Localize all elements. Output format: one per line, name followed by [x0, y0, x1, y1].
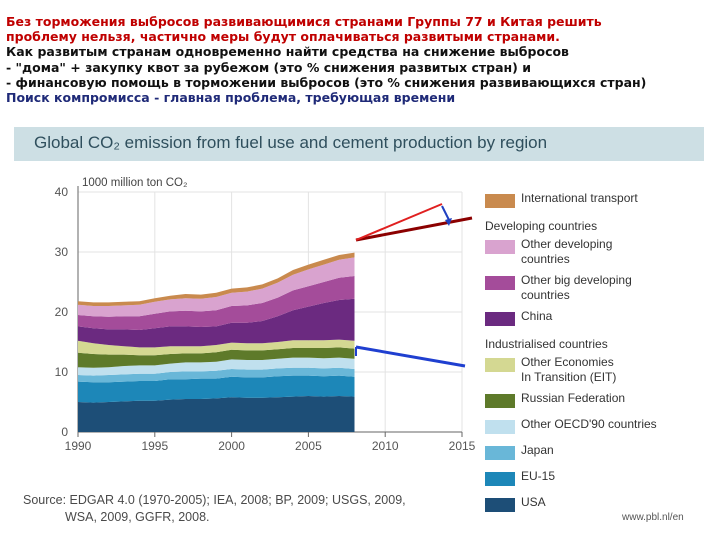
- legend-swatch: [485, 240, 515, 254]
- y-tick-label: 20: [55, 305, 69, 319]
- x-tick-label: 1995: [141, 439, 168, 453]
- annotation-arrow: [355, 216, 473, 242]
- legend-item: EU-15: [485, 468, 715, 494]
- legend-swatch: [485, 194, 515, 208]
- legend-label: Russian Federation: [521, 391, 626, 405]
- area-series: [78, 257, 355, 317]
- slide-text: Без торможения выбросов развивающимися с…: [6, 14, 716, 105]
- legend-group-header: Industrialised countries: [485, 337, 608, 351]
- legend-swatch: [485, 498, 515, 512]
- legend-swatch: [485, 394, 515, 408]
- legend-item: Russian Federation: [485, 390, 715, 416]
- y-tick-label: 30: [55, 245, 69, 259]
- legend-swatch: [485, 312, 515, 326]
- area-series: [78, 367, 355, 383]
- source-note: Source: EDGAR 4.0 (1970-2005); IEA, 2008…: [23, 492, 406, 526]
- legend-group-header: Developing countries: [485, 219, 598, 233]
- annotation-arrowhead: [445, 218, 452, 226]
- legend-item: Other OECD'90 countries: [485, 416, 715, 442]
- legend-swatch: [485, 358, 515, 372]
- y-tick-label: 10: [55, 365, 69, 379]
- unit-label: 1000 million ton CO₂: [82, 177, 187, 189]
- slide-line: Как развитым странам одновременно найти …: [6, 44, 569, 60]
- annotation-arrow: [355, 203, 443, 241]
- chart-title: Global CO₂ emission from fuel use and ce…: [34, 133, 548, 152]
- legend-item: Other big developing countries: [485, 272, 715, 308]
- y-tick-label: 40: [55, 185, 69, 199]
- source-url: www.pbl.nl/en: [622, 512, 684, 523]
- legend-swatch: [485, 420, 515, 434]
- y-tick-label: 0: [61, 425, 68, 439]
- x-tick-label: 2010: [372, 439, 399, 453]
- source-line: Source: EDGAR 4.0 (1970-2005); IEA, 2008…: [23, 493, 406, 507]
- legend-label: Other big developing countries: [521, 273, 632, 302]
- legend-label: Other Economies In Transition (EIT): [521, 355, 617, 384]
- legend-label: Japan: [521, 443, 554, 457]
- x-tick-label: 2000: [218, 439, 245, 453]
- area-series: [78, 347, 355, 368]
- area-series: [78, 396, 355, 432]
- area-series: [78, 339, 355, 356]
- legend-item: China: [485, 308, 715, 334]
- annotation-arrow: [355, 345, 466, 368]
- chart-legend: International transport Developing countr…: [485, 190, 715, 520]
- area-series: [78, 298, 355, 348]
- slide-line: - "дома" + закупку квот за рубежом (это …: [6, 59, 532, 75]
- legend-item: Other Economies In Transition (EIT): [485, 354, 715, 390]
- legend-label: China: [521, 309, 553, 323]
- chart-figure: Global CO₂ emission from fuel use and ce…: [0, 120, 720, 540]
- slide-line: Без торможения выбросов развивающимися с…: [6, 14, 602, 29]
- slide-line: проблему нельзя, частично меры будут опл…: [6, 29, 560, 45]
- legend-item: Other developing countries: [485, 236, 715, 272]
- legend-item: Japan: [485, 442, 715, 468]
- area-series: [78, 276, 355, 330]
- legend-swatch: [485, 472, 515, 486]
- annotation-arrow: [441, 205, 450, 221]
- x-tick-label: 2015: [449, 439, 476, 453]
- legend-label: Other OECD'90 countries: [521, 417, 657, 431]
- legend-swatch: [485, 446, 515, 460]
- legend-item: USA: [485, 494, 715, 520]
- legend-label: USA: [521, 495, 546, 509]
- x-tick-label: 2005: [295, 439, 322, 453]
- legend-label: International transport: [521, 191, 638, 205]
- source-line: WSA, 2009, GGFR, 2008.: [65, 510, 210, 524]
- area-series: [78, 252, 355, 306]
- area-series: [78, 375, 355, 403]
- figure-header: Global CO₂ emission from fuel use and ce…: [14, 127, 704, 161]
- slide-line: - финансовую помощь в торможении выбросо…: [6, 74, 647, 90]
- legend-swatch: [485, 276, 515, 290]
- x-tick-label: 1990: [65, 439, 92, 453]
- legend-label: EU-15: [521, 469, 556, 483]
- legend-item: International transport: [485, 190, 715, 216]
- area-series: [78, 357, 355, 376]
- emission-chart: 0 10 20 30 40 1990 1995 2000 2005 2010 2015 1000 mi…: [55, 177, 476, 453]
- legend-label: Other developing countries: [521, 237, 613, 266]
- slide-line: Поиск компромисса - главная проблема, тр…: [6, 90, 456, 106]
